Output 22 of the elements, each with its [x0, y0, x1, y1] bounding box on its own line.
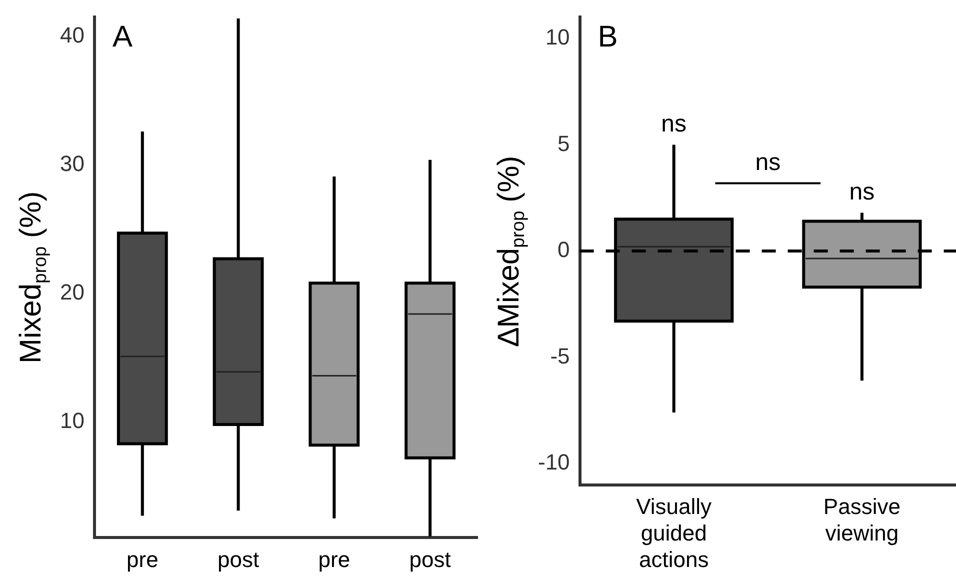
y-tick-label: -10 — [538, 450, 570, 475]
y-tick-label: 40 — [60, 22, 84, 48]
annotation: ns — [661, 110, 687, 138]
x-tick-label: Visually guided actions — [636, 494, 712, 572]
x-tick-label: pre — [126, 546, 158, 572]
y-tick-label: -5 — [550, 343, 570, 368]
annotation: ns — [849, 178, 875, 206]
y-tick-label: 20 — [60, 280, 84, 305]
x-tick-label: pre — [318, 546, 350, 572]
x-tick-label: post — [217, 546, 260, 572]
y-tick-label: 30 — [60, 151, 84, 176]
chart-title: A — [112, 20, 132, 54]
annotation: ns — [755, 148, 781, 176]
y-tick-label: 0 — [558, 237, 570, 262]
y-axis-title: ∆Mixedprop (%) — [492, 156, 528, 346]
y-tick-label: 10 — [545, 24, 570, 50]
x-tick-label: Passive viewing — [823, 494, 900, 546]
x-tick-label: post — [409, 546, 451, 572]
y-tick-label: 10 — [60, 408, 84, 434]
chart-title: B — [598, 20, 618, 54]
y-tick-label: 5 — [558, 130, 570, 156]
y-axis-title: Mixedprop (%) — [14, 191, 50, 364]
